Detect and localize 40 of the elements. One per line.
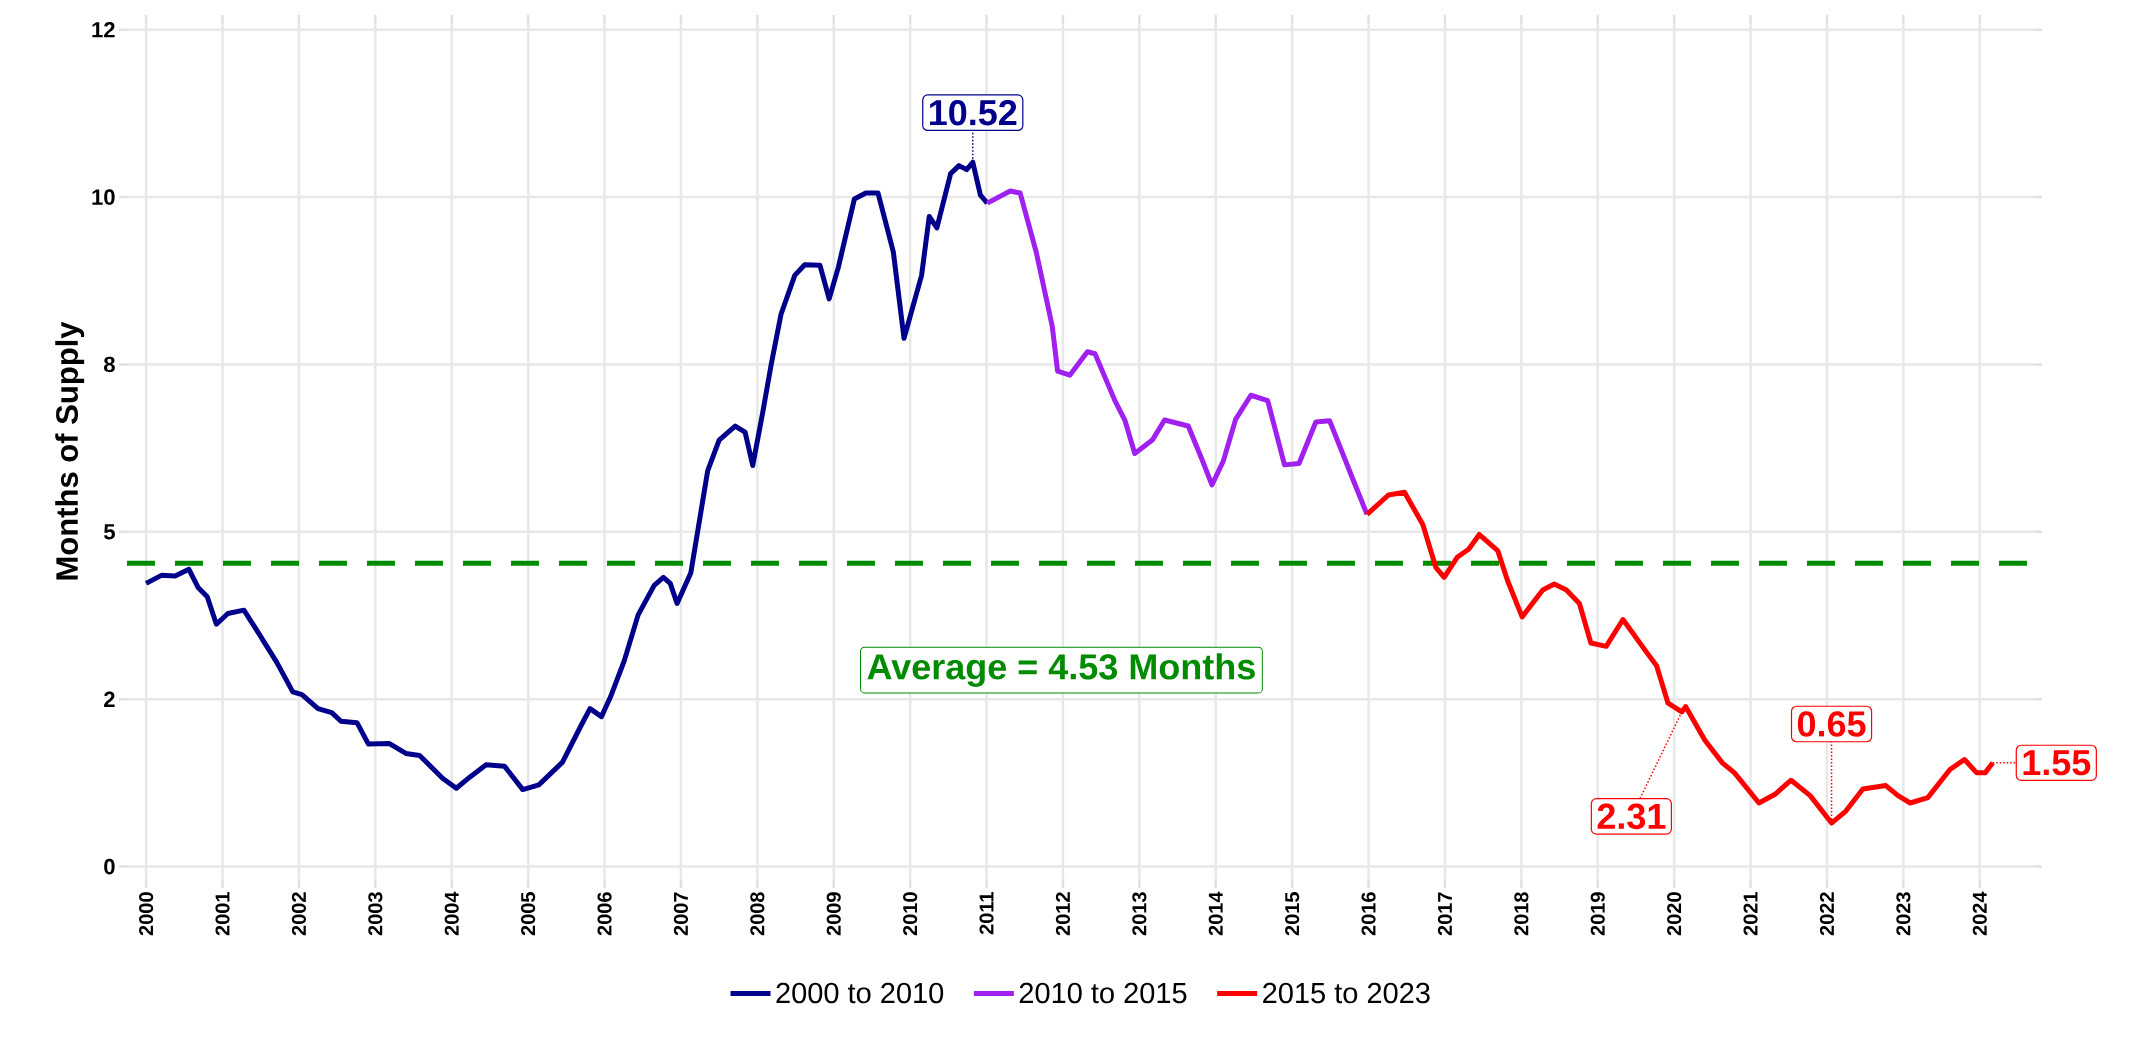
y-tick-label: 2 bbox=[104, 691, 115, 707]
x-tick-label: 2021 bbox=[1743, 892, 1758, 936]
legend-label: 2010 to 2015 bbox=[1019, 982, 1187, 1004]
x-tick-label: 2009 bbox=[826, 892, 841, 936]
x-tick-label: 2005 bbox=[521, 892, 536, 936]
annotation: 0.65 bbox=[1797, 711, 1866, 737]
x-tick-label: 2020 bbox=[1667, 892, 1682, 936]
x-tick-label: 2000 bbox=[139, 892, 154, 936]
x-tick-label: 2004 bbox=[444, 891, 459, 936]
x-tick-label: 2015 bbox=[1285, 892, 1300, 936]
x-tick-label: 2023 bbox=[1896, 892, 1911, 936]
y-tick-label: 5 bbox=[103, 524, 115, 540]
y-tick-label: 8 bbox=[104, 356, 115, 373]
annotation: 1.55 bbox=[2023, 750, 2091, 776]
ref-line-label: Average = 4.53 Months bbox=[867, 653, 1255, 687]
x-tick-label: 2003 bbox=[368, 892, 383, 936]
x-tick-label: 2007 bbox=[673, 892, 688, 936]
x-tick-label: 2017 bbox=[1437, 892, 1453, 936]
annotation: 10.52 bbox=[930, 99, 1017, 126]
legend-label: 2000 to 2010 bbox=[776, 982, 944, 1004]
x-tick-label: 2019 bbox=[1590, 892, 1605, 936]
y-tick-label: 12 bbox=[92, 21, 115, 38]
x-tick-label: 2012 bbox=[1055, 892, 1071, 936]
x-tick-label: 2010 bbox=[903, 892, 918, 936]
x-tick-label: 2002 bbox=[291, 892, 306, 936]
x-tick-label: 2006 bbox=[597, 892, 612, 936]
x-tick-label: 2014 bbox=[1208, 891, 1223, 936]
y-tick-label: 10 bbox=[92, 189, 115, 205]
x-tick-label: 2001 bbox=[215, 892, 230, 936]
y-tick-label: 0 bbox=[104, 858, 115, 875]
x-tick-label: 2016 bbox=[1361, 892, 1376, 936]
x-tick-label: 2013 bbox=[1132, 892, 1147, 936]
x-tick-label: 2011 bbox=[979, 892, 994, 935]
x-tick-label: 2018 bbox=[1514, 892, 1529, 936]
legend-label: 2015 to 2023 bbox=[1263, 982, 1430, 1004]
y-axis-title: Months of Supply bbox=[55, 321, 85, 580]
annotation: 2.31 bbox=[1597, 803, 1666, 830]
x-tick-label: 2022 bbox=[1819, 892, 1835, 936]
x-tick-label: 2008 bbox=[750, 892, 765, 936]
x-tick-label: 2024 bbox=[1972, 891, 1987, 936]
